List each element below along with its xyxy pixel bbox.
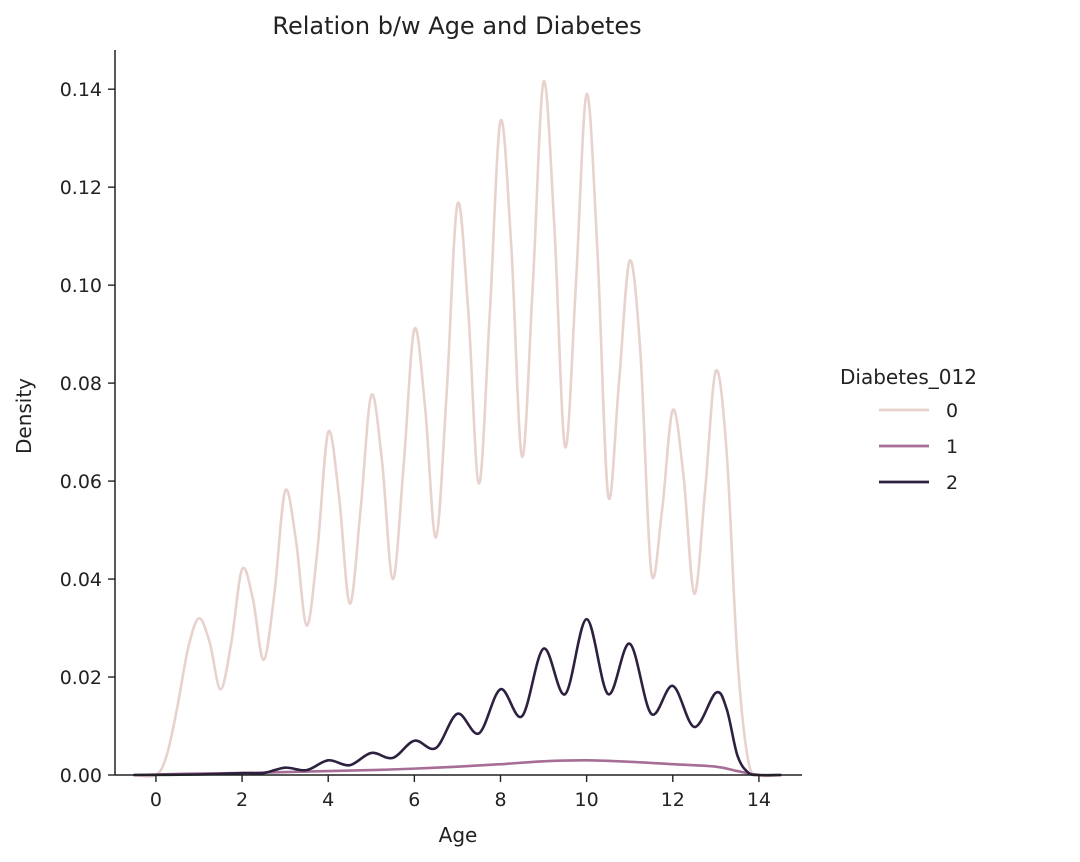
x-tick-label: 0 <box>150 789 162 811</box>
legend-label-2: 2 <box>946 472 958 494</box>
y-tick-label: 0.02 <box>60 667 102 689</box>
y-axis-label: Density <box>12 378 36 454</box>
x-axis-ticks: 0 2 4 6 8 10 12 14 <box>150 775 771 811</box>
legend-items: 0 1 2 <box>879 400 958 494</box>
y-tick-label: 0.06 <box>60 471 102 493</box>
legend-label-0: 0 <box>946 400 958 422</box>
y-axis-ticks: 0.00 0.02 0.04 0.06 0.08 0.10 0.12 0.14 <box>60 79 115 787</box>
plot-lines <box>133 80 782 778</box>
series-line-2 <box>133 617 782 777</box>
x-tick-label: 2 <box>236 789 248 811</box>
y-tick-label: 0.00 <box>60 765 102 787</box>
legend-label-1: 1 <box>946 436 958 458</box>
x-tick-label: 8 <box>494 789 506 811</box>
legend-title: Diabetes_012 <box>840 365 977 389</box>
legend: Diabetes_012 0 1 2 <box>840 365 977 494</box>
x-tick-label: 6 <box>408 789 420 811</box>
x-tick-label: 12 <box>661 789 685 811</box>
x-axis-label: Age <box>439 823 478 847</box>
series-line-0 <box>133 80 782 778</box>
y-tick-label: 0.08 <box>60 373 102 395</box>
x-tick-label: 4 <box>322 789 334 811</box>
y-tick-label: 0.12 <box>60 177 102 199</box>
y-tick-label: 0.14 <box>60 79 102 101</box>
x-tick-label: 10 <box>575 789 599 811</box>
x-tick-label: 14 <box>747 789 771 811</box>
chart-title: Relation b/w Age and Diabetes <box>272 12 641 40</box>
y-tick-label: 0.04 <box>60 569 102 591</box>
y-tick-label: 0.10 <box>60 275 102 297</box>
